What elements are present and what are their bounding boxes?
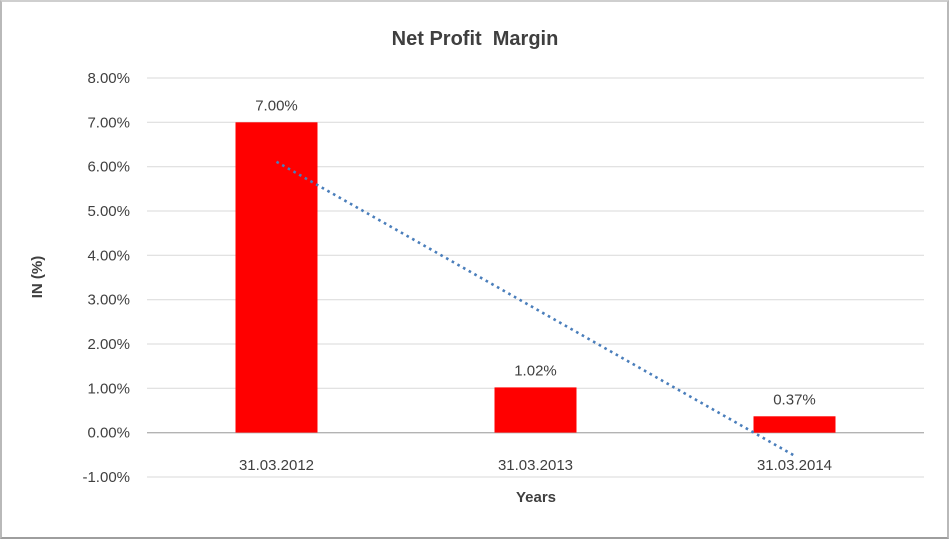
bar xyxy=(753,416,836,433)
y-tick-label: 7.00% xyxy=(87,114,130,131)
chart-title: Net Profit Margin xyxy=(392,28,559,50)
y-tick-label: 8.00% xyxy=(87,70,130,87)
x-category-label: 31.03.2012 xyxy=(239,457,314,474)
bar xyxy=(494,387,577,433)
y-tick-label: 0.00% xyxy=(87,425,130,442)
y-tick-label: 4.00% xyxy=(87,247,130,264)
y-tick-label: 5.00% xyxy=(87,203,130,220)
trendline xyxy=(275,160,796,457)
x-category-labels-group: 31.03.2012 31.03.2013 31.03.2014 xyxy=(239,457,832,474)
x-category-label: 31.03.2013 xyxy=(498,457,573,474)
x-category-label: 31.03.2014 xyxy=(757,457,832,474)
y-tick-label: -1.00% xyxy=(82,469,130,486)
y-tick-label: 2.00% xyxy=(87,336,130,353)
y-axis-title: IN (%) xyxy=(29,256,46,299)
bars-group xyxy=(235,122,836,433)
x-axis-title: Years xyxy=(516,489,556,506)
data-labels-group: 7.00% 1.02% 0.37% xyxy=(255,97,816,408)
y-tick-label: 3.00% xyxy=(87,292,130,309)
y-tick-label: 1.00% xyxy=(87,380,130,397)
bar-data-label: 0.37% xyxy=(773,391,816,408)
bar-data-label: 1.02% xyxy=(514,362,557,379)
bar xyxy=(235,122,318,433)
y-tick-labels-group: 8.00% 7.00% 6.00% 5.00% 4.00% 3.00% 2.00% 1.00%… xyxy=(82,70,130,486)
trendline-group xyxy=(275,160,796,457)
bar-data-label: 7.00% xyxy=(255,97,298,114)
y-tick-label: 6.00% xyxy=(87,159,130,176)
